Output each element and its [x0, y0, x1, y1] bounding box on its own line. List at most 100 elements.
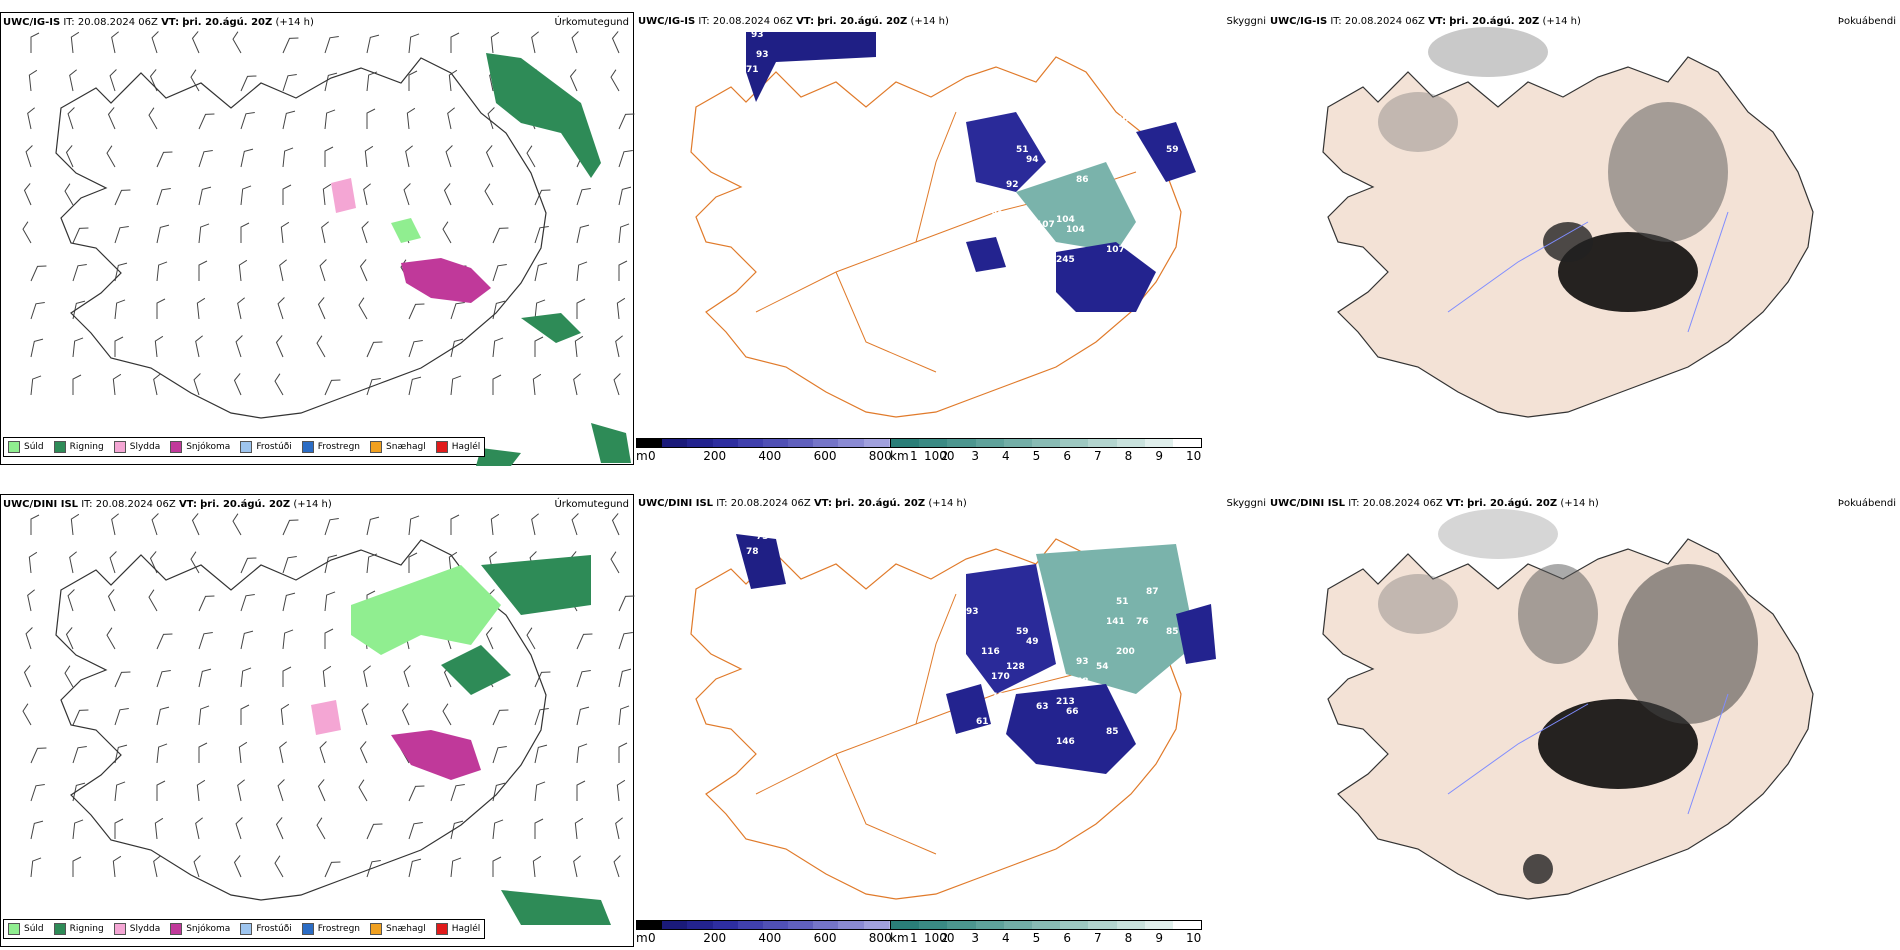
wind-barb: [573, 855, 581, 878]
wind-barb: [571, 513, 579, 536]
visibility-value: 87: [1146, 587, 1159, 597]
wind-barb: [576, 743, 588, 764]
wind-barb: [366, 341, 383, 358]
wind-barb: [359, 741, 368, 764]
wind-barb: [70, 513, 80, 536]
colorbar-segment: [838, 921, 864, 929]
visibility-value: 76: [1136, 702, 1149, 712]
panel-header: UWC/DINI ISL IT: 20.08.2024 06Z VT: þri.…: [1270, 498, 1896, 509]
visibility-value: 85: [1166, 627, 1179, 637]
visibility-value: 62: [1156, 697, 1169, 707]
colorbar-segment: [1003, 921, 1032, 929]
colorbar-tick: 7: [1094, 931, 1102, 945]
legend-item: Haglél: [435, 923, 481, 935]
visibility-value: 107: [1036, 220, 1055, 230]
colorbar-segment: [1031, 921, 1061, 929]
wind-barb: [324, 628, 334, 649]
wind-barb: [237, 779, 245, 802]
wind-barb: [235, 335, 243, 358]
visibility-value: 27: [1146, 105, 1159, 115]
wind-barb: [450, 301, 465, 320]
legend-item: Súld: [8, 441, 44, 453]
visibility-value: 245: [1056, 255, 1075, 265]
wind-barb: [72, 300, 86, 320]
wind-barb: [64, 183, 74, 206]
colorbar-segment: [947, 921, 976, 929]
wind-barb: [616, 779, 626, 802]
wind-barb: [366, 859, 381, 878]
visibility-value: 114: [876, 33, 895, 43]
wind-barb: [366, 34, 380, 54]
wind-barb: [109, 69, 117, 92]
colorbar-tick: 3: [971, 449, 979, 463]
visibility-value: 146: [1056, 737, 1075, 747]
colorbar-segment: [919, 439, 948, 447]
wind-barb: [442, 221, 452, 244]
wind-barb: [366, 71, 378, 92]
colorbar-tick: 400: [758, 449, 782, 463]
wind-barb: [23, 665, 32, 688]
visibility-value: 84: [766, 120, 779, 130]
visibility-panel-top: UWC/IG-IS IT: 20.08.2024 06Z VT: þri. 20…: [636, 12, 1324, 465]
wind-barb: [618, 705, 630, 726]
wind-barb: [447, 107, 455, 130]
wind-barb: [405, 145, 413, 168]
colorbar-segment: [975, 921, 1004, 929]
wind-barb: [443, 183, 452, 206]
wind-barb: [195, 335, 203, 358]
wind-barb: [106, 627, 116, 650]
colorbar-tick: 5: [1032, 449, 1041, 463]
visibility-value: 213: [1056, 697, 1075, 707]
wind-barb: [611, 513, 620, 536]
wind-barb: [366, 377, 381, 396]
colorbar-tick: 9: [1155, 449, 1163, 463]
panel-title: Úrkomutegund: [554, 499, 629, 510]
wind-barb: [30, 265, 47, 282]
wind-barb: [618, 149, 633, 168]
wind-barb: [490, 31, 500, 54]
wind-barb: [198, 223, 210, 244]
wind-barb: [112, 373, 122, 396]
wind-barb: [316, 335, 326, 358]
visibility-value: 104: [1056, 215, 1075, 225]
colorbar-tick: 10: [1186, 931, 1202, 945]
wind-barb: [198, 668, 212, 688]
wind-barb: [198, 742, 208, 763]
visibility-value: 170: [991, 672, 1010, 682]
wind-barb: [27, 589, 35, 612]
wind-barb: [487, 107, 495, 130]
precip-legend: Súld Rigning Slydda Snjókoma Frostúði Frostre…: [3, 437, 486, 457]
wind-barb: [274, 373, 284, 396]
low-visibility-areas: [746, 32, 1196, 312]
wind-barb: [191, 513, 200, 536]
wind-barb: [492, 745, 507, 764]
legend-label: Haglél: [451, 924, 481, 934]
wind-barb: [613, 373, 621, 396]
legend-item: Snjókoma: [170, 441, 230, 453]
colorbar-tick: 800: [868, 931, 892, 945]
visibility-value: 86: [1076, 175, 1089, 185]
panel-header: UWC/IG-IS IT: 20.08.2024 06Z VT: þri. 20…: [1270, 16, 1896, 27]
wind-barb: [319, 259, 327, 282]
rivers: [1447, 211, 1729, 333]
wind-barb: [238, 259, 248, 282]
legend-item: Rigning: [53, 441, 104, 453]
wind-barb: [240, 148, 254, 168]
visibility-value: 93: [966, 607, 979, 617]
wind-barb: [156, 224, 170, 244]
precip-areas: [311, 555, 611, 925]
wind-barb: [111, 513, 119, 536]
fog-map: [1322, 27, 1814, 418]
wind-barb: [72, 227, 89, 244]
wind-barb: [492, 856, 502, 877]
colorbar-tick: 800: [868, 449, 892, 463]
legend-swatch: [170, 923, 183, 935]
legend-label: Frostúði: [256, 924, 292, 934]
wind-barb: [403, 665, 411, 688]
wind-barb: [65, 627, 74, 650]
panel-title: Þokuábendi: [1837, 498, 1896, 509]
legend-label: Snjókoma: [186, 442, 231, 452]
legend-swatch: [435, 923, 448, 935]
wind-barb: [64, 665, 74, 688]
legend-label: Súld: [24, 442, 44, 452]
